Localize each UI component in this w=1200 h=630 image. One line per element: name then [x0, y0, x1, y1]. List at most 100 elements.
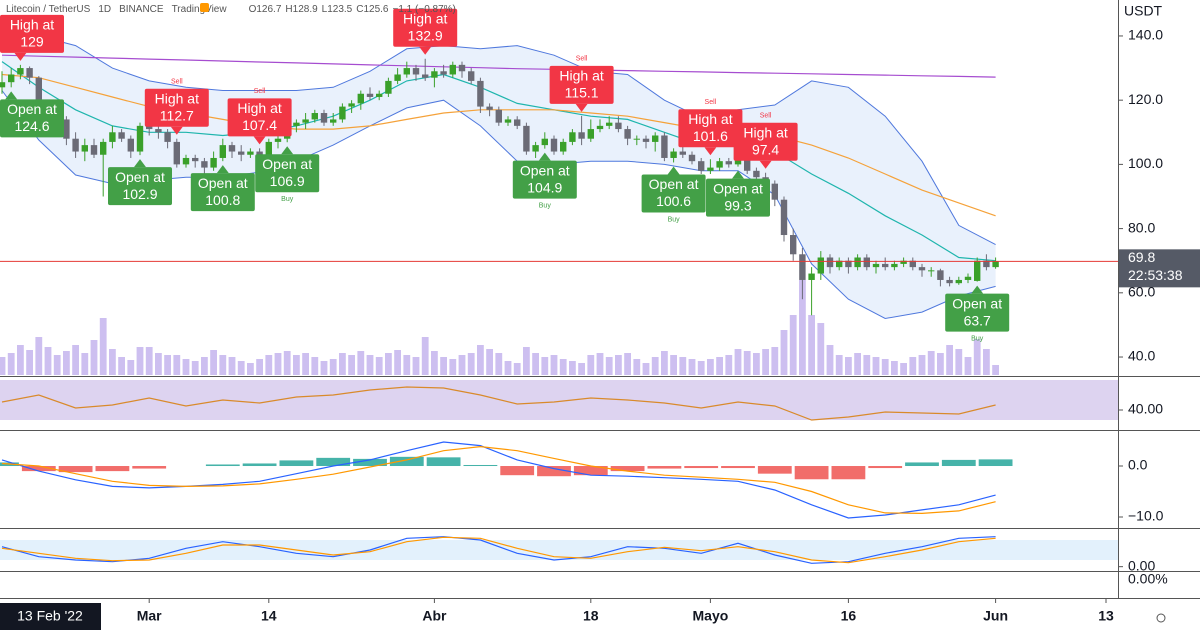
candle-body	[403, 68, 410, 75]
label-box	[255, 154, 320, 193]
signal-text: Sell	[705, 99, 717, 106]
volume-bar	[541, 357, 549, 375]
volume-bar	[532, 353, 539, 375]
volume-bar	[946, 345, 953, 375]
candle-body	[348, 103, 355, 107]
label-value: 99.3	[724, 197, 751, 213]
ohlc-value: C125.6	[356, 4, 389, 15]
volume-bar	[707, 359, 714, 375]
candle-body	[477, 80, 484, 107]
candle-body	[422, 74, 429, 78]
volume-bar	[578, 363, 585, 375]
volume-bar	[697, 361, 705, 375]
volume-bar	[0, 357, 6, 375]
settings-icon[interactable]	[1156, 613, 1166, 623]
volume-bar	[900, 363, 907, 375]
ohlc-value: L123.5	[322, 4, 353, 15]
candle-body	[302, 119, 309, 123]
y-tick-label: 40.0	[1128, 348, 1155, 364]
label-text: Open at	[198, 175, 248, 191]
candle-body	[146, 125, 153, 130]
candle-body	[118, 132, 125, 139]
histogram-bar	[500, 466, 535, 476]
volume-bar	[716, 357, 723, 375]
candle-body	[495, 109, 502, 123]
candle-body	[790, 235, 797, 255]
volume-bar	[651, 357, 659, 375]
candle-body	[532, 145, 539, 152]
y-tick-label: 40.00	[1128, 401, 1163, 417]
volume-bar	[320, 361, 328, 375]
candle-body	[311, 113, 318, 120]
histogram-bar	[537, 466, 571, 477]
x-tick-label: 14	[261, 608, 277, 624]
candle-body	[210, 157, 217, 168]
label-pointer	[14, 52, 27, 61]
candle-body	[615, 122, 622, 130]
candle-body	[744, 151, 751, 171]
candle-body	[633, 138, 640, 140]
label-pointer	[732, 170, 744, 179]
label-box	[0, 99, 64, 138]
volume-bar	[329, 359, 337, 375]
histogram-bar	[242, 463, 277, 467]
indicator-line	[1, 386, 996, 421]
label-value: 104.9	[527, 179, 562, 195]
x-tick-label: 13	[1098, 608, 1114, 624]
volume-bar	[909, 357, 917, 375]
histogram-bar	[610, 466, 645, 472]
alert-icon	[200, 3, 209, 12]
volume-bar	[375, 357, 383, 375]
last-price-label: 69.8	[1128, 249, 1155, 265]
candle-body	[339, 106, 346, 120]
candle-body	[606, 122, 613, 126]
candle-body	[412, 68, 420, 75]
volume-bar	[743, 351, 751, 375]
signal-text: Sell	[576, 56, 588, 63]
label-pointer	[759, 160, 772, 169]
volume-bar	[210, 350, 217, 375]
volume-bar	[587, 355, 595, 375]
histogram-bar	[58, 466, 93, 473]
label-text: High at	[155, 90, 199, 106]
candle-body	[238, 151, 245, 155]
candle-body	[771, 183, 778, 200]
label-text: High at	[403, 10, 447, 26]
indicator-line	[1, 441, 996, 519]
volume-bar	[265, 355, 273, 375]
volume-bar	[201, 357, 208, 375]
candle-body	[955, 279, 962, 284]
candle-body	[514, 119, 521, 126]
candle-body	[293, 122, 300, 126]
candle-body	[228, 145, 236, 152]
volume-bar	[679, 357, 687, 375]
x-tick-label: Abr	[422, 608, 447, 624]
candle-body	[541, 138, 548, 146]
volume-bar	[495, 353, 503, 375]
ohlc-change: −1.1 (−0.87%)	[393, 4, 456, 15]
label-pointer	[419, 46, 432, 55]
signal-text: Buy	[668, 216, 681, 223]
percent-scale-label: 0.00%	[1128, 571, 1168, 587]
volume-bar	[504, 361, 512, 375]
indicator-line	[1, 445, 996, 515]
histogram-bar	[794, 466, 829, 480]
volume-bar	[164, 355, 171, 375]
volume-bar	[237, 361, 245, 375]
volume-bar	[845, 357, 852, 375]
label-text: High at	[237, 100, 281, 116]
candle-body	[863, 257, 870, 268]
histogram-bar	[205, 464, 240, 467]
pane: 0.0 −10.0	[0, 441, 1164, 524]
candle-body	[836, 260, 843, 268]
candle-body	[753, 170, 760, 178]
volume-bar	[661, 351, 668, 375]
x-tick-label: Mayo	[693, 608, 729, 624]
candle-body	[100, 141, 107, 155]
label-box	[945, 293, 1010, 332]
label-text: Open at	[7, 101, 57, 117]
candle-body	[320, 113, 328, 123]
histogram-bar	[21, 466, 56, 472]
candle-body	[882, 263, 889, 268]
volume-bar	[283, 351, 291, 375]
